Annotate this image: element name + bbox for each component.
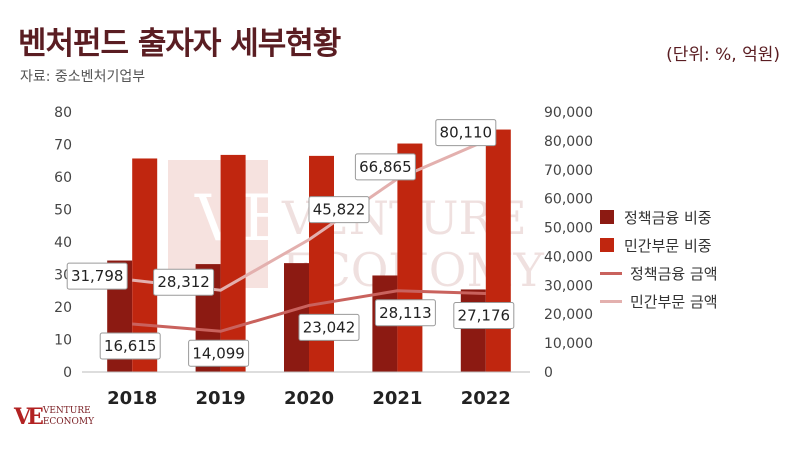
unit-note: (단위: %, 억원) xyxy=(666,45,780,65)
left-tick-label: 70 xyxy=(54,138,72,154)
left-tick-label: 60 xyxy=(54,170,72,186)
right-tick-label: 60,000 xyxy=(544,192,593,208)
category-label: 2019 xyxy=(196,388,246,409)
legend-swatch-policy-share xyxy=(600,210,614,224)
right-axis: 0 10,000 20,000 30,000 40,000 50,000 60,000 70,… xyxy=(544,105,593,381)
label-policy-amount-box xyxy=(298,313,360,341)
right-tick-label: 20,000 xyxy=(544,307,593,323)
category-label: 2020 xyxy=(284,388,334,409)
label-private-amount-box xyxy=(354,153,416,181)
label-policy-amount: 28,113 xyxy=(374,299,436,327)
left-tick-label: 80 xyxy=(54,105,72,121)
legend-line-private-amount xyxy=(600,299,622,303)
right-tick-label: 90,000 xyxy=(544,105,593,121)
legend-item-policy-amount: 정책금융 금액 xyxy=(600,259,718,287)
label-policy-amount-text: 16,615 xyxy=(104,337,157,355)
left-tick-label: 40 xyxy=(54,235,72,251)
left-tick-label: 20 xyxy=(54,300,72,316)
right-tick-label: 50,000 xyxy=(544,221,593,237)
data-labels: 16,615 14,099 23,042 28,113 27,176 31,798 28,3… xyxy=(66,119,515,367)
label-policy-amount: 27,176 xyxy=(453,301,515,329)
bar-policy-share xyxy=(460,289,486,372)
legend-item-private-share: 민간부문 비중 xyxy=(600,231,718,259)
bar-private-share xyxy=(397,143,423,372)
bar-private-share xyxy=(485,129,511,372)
bar-private-share xyxy=(220,154,246,372)
legend-label-policy-amount: 정책금융 금액 xyxy=(630,264,718,283)
left-tick-label: 0 xyxy=(63,365,72,381)
left-tick-label: 50 xyxy=(54,203,72,219)
label-private-amount-text: 31,798 xyxy=(71,267,124,285)
right-tick-label: 80,000 xyxy=(544,134,593,150)
label-policy-amount: 14,099 xyxy=(188,339,250,367)
label-policy-amount-text: 23,042 xyxy=(303,318,356,336)
right-tick-label: 10,000 xyxy=(544,336,593,352)
label-private-amount: 31,798 xyxy=(66,262,128,290)
legend-label-policy-share: 정책금융 비중 xyxy=(624,208,712,227)
right-tick-label: 0 xyxy=(544,365,553,381)
label-policy-amount-box xyxy=(99,332,161,360)
legend-item-policy-share: 정책금융 비중 xyxy=(600,203,718,231)
legend: 정책금융 비중 민간부문 비중 정책금융 금액 민간부문 금액 xyxy=(600,203,718,315)
label-policy-amount-box xyxy=(374,299,436,327)
legend-line-policy-amount xyxy=(600,271,622,275)
label-private-amount-text: 45,822 xyxy=(313,201,366,219)
right-tick-label: 40,000 xyxy=(544,249,593,265)
label-policy-amount-text: 28,113 xyxy=(379,304,432,322)
x-axis-labels: 2018 2019 2020 2021 2022 xyxy=(107,388,511,409)
category-label: 2018 xyxy=(107,388,157,409)
line-policy-amount xyxy=(132,289,486,333)
legend-swatch-private-share xyxy=(600,238,614,252)
label-private-amount: 28,312 xyxy=(153,268,215,296)
label-policy-amount: 23,042 xyxy=(298,313,360,341)
logo-mark: VE xyxy=(14,404,44,430)
right-tick-label: 70,000 xyxy=(544,163,593,179)
label-private-amount-text: 80,110 xyxy=(440,124,493,142)
label-policy-amount-text: 27,176 xyxy=(458,306,511,324)
legend-label-private-share: 민간부문 비중 xyxy=(624,236,712,255)
logo-text: VENTURE ECONOMY xyxy=(43,406,94,428)
brand-logo: VE VENTURE ECONOMY xyxy=(14,404,94,430)
legend-item-private-amount: 민간부문 금액 xyxy=(600,287,718,315)
label-policy-amount-box xyxy=(188,339,250,367)
legend-label-private-amount: 민간부문 금액 xyxy=(630,292,718,311)
label-private-amount: 80,110 xyxy=(435,119,497,147)
left-tick-label: 10 xyxy=(54,333,72,349)
right-tick-label: 30,000 xyxy=(544,278,593,294)
label-private-amount-box xyxy=(66,262,128,290)
label-private-amount-box xyxy=(435,119,497,147)
label-private-amount-text: 66,865 xyxy=(359,158,412,176)
logo-line1: VENTURE xyxy=(42,406,91,416)
label-private-amount: 66,865 xyxy=(354,153,416,181)
label-private-amount: 45,822 xyxy=(308,196,370,224)
label-private-amount-box xyxy=(153,268,215,296)
logo-line2: ECONOMY xyxy=(42,417,95,427)
label-policy-amount-text: 14,099 xyxy=(192,344,245,362)
page-title: 벤처펀드 출자자 세부현황 xyxy=(18,26,341,62)
category-label: 2022 xyxy=(461,388,511,409)
label-policy-amount: 16,615 xyxy=(99,332,161,360)
label-policy-amount-box xyxy=(453,301,515,329)
label-private-amount-text: 28,312 xyxy=(157,273,210,291)
label-private-amount-box xyxy=(308,196,370,224)
category-label: 2021 xyxy=(372,388,422,409)
source-note: 자료: 중소벤처기업부 xyxy=(20,69,146,85)
